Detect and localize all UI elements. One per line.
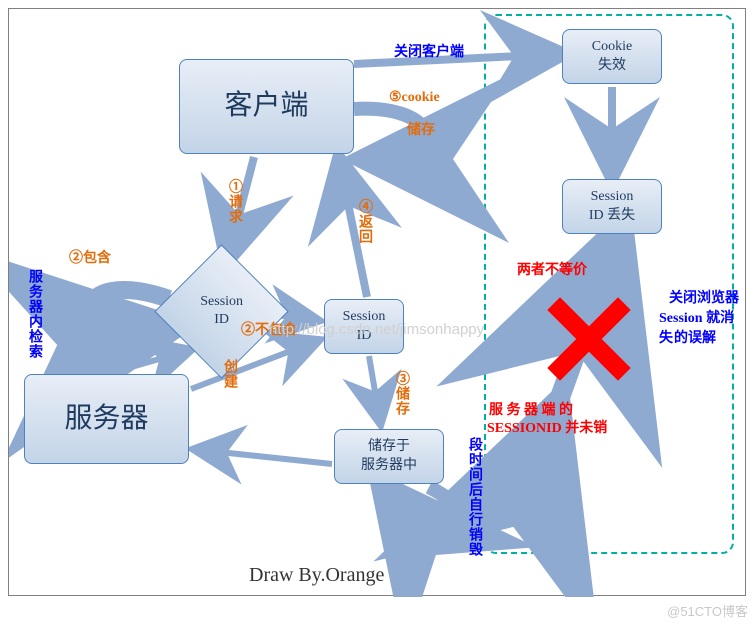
node-session-lost: Session ID 丢失 [562,179,662,234]
label-self-destroy: 段时间后自行销毁 [464,437,484,557]
label-server-side-2: SESSIONID 并未销 [487,417,607,437]
diamond-l2: ID [214,312,229,327]
node-client: 客户端 [179,59,354,154]
watermark-center: http://blog.csdn.net/jimsonhappy [269,321,484,338]
node-stored-l1: 储存于 [368,438,410,456]
dashed-region [484,14,734,554]
label-not-equal: 两者不等价 [517,259,587,279]
label-store2: ③储存 [391,371,411,416]
label-misunderstand-3: 的误解 [674,327,716,347]
node-cookie-l1: Cookie [592,38,632,56]
credit-text: Draw By.Orange [249,564,384,587]
node-stored: 储存于 服务器中 [334,429,444,484]
node-sess-lost-l1: Session [591,188,634,206]
node-stored-l2: 服务器中 [361,457,417,475]
label-misunderstand-1: 关闭浏览器 [669,287,739,307]
node-client-label: 客户端 [224,88,308,124]
label-store: 储存 [407,119,435,139]
label-close-client: 关闭客户端 [394,41,464,61]
node-cookie-l2: 失效 [598,57,626,75]
label-contain: ②包含 [69,247,111,267]
node-server-label: 服务器 [64,401,148,437]
node-sess-lost-l2: ID 丢失 [589,207,635,225]
node-server: 服务器 [24,374,189,464]
node-cookie: Cookie 失效 [562,29,662,84]
diagram-canvas: 客户端 服务器 Cookie 失效 Session ID 丢失 Session … [8,8,746,596]
label-circle5-cookie: ⑤cookie [389,89,440,106]
label-return: ④返回 [354,199,374,244]
label-server-side-1: 服 务 器 端 的 [489,399,573,419]
diamond-l1: Session [200,294,243,309]
label-server-search: 服务器内检索 [24,269,44,359]
watermark-corner: @51CTO博客 [667,601,748,620]
label-request: ①请求 [224,179,244,224]
red-x-mark [539,289,639,389]
label-create: 创建 [219,359,239,389]
